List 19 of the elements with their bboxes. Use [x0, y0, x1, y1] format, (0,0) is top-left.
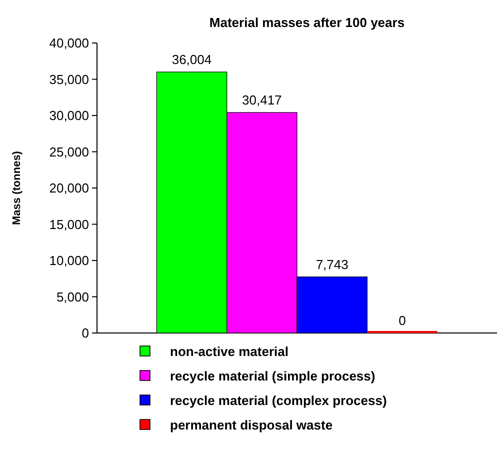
data-label: 36,004 [172, 52, 212, 67]
y-axis-title: Mass (tonnes) [11, 150, 23, 225]
data-label: 30,417 [242, 92, 282, 108]
legend-label: recycle material (complex process) [170, 393, 387, 408]
y-tick-label: 0 [82, 326, 89, 340]
y-tick-label: 10,000 [49, 253, 89, 268]
y-tick-label: 35,000 [49, 72, 89, 87]
y-tick-label: 15,000 [49, 216, 89, 232]
data-label: 0 [398, 313, 406, 328]
legend-label: permanent disposal waste [170, 418, 333, 432]
y-tick-label: 20,000 [49, 180, 89, 196]
legend-label: recycle material (simple process) [170, 368, 376, 384]
y-tick-label: 40,000 [49, 36, 89, 50]
chart-title: Material masses after 100 years [209, 15, 405, 30]
y-tick-label: 5,000 [56, 289, 89, 304]
data-label: 7,743 [316, 256, 348, 272]
y-tick-label: 30,000 [49, 108, 89, 123]
y-tick-label: 25,000 [49, 144, 89, 160]
legend-label: non-active material [170, 344, 288, 359]
